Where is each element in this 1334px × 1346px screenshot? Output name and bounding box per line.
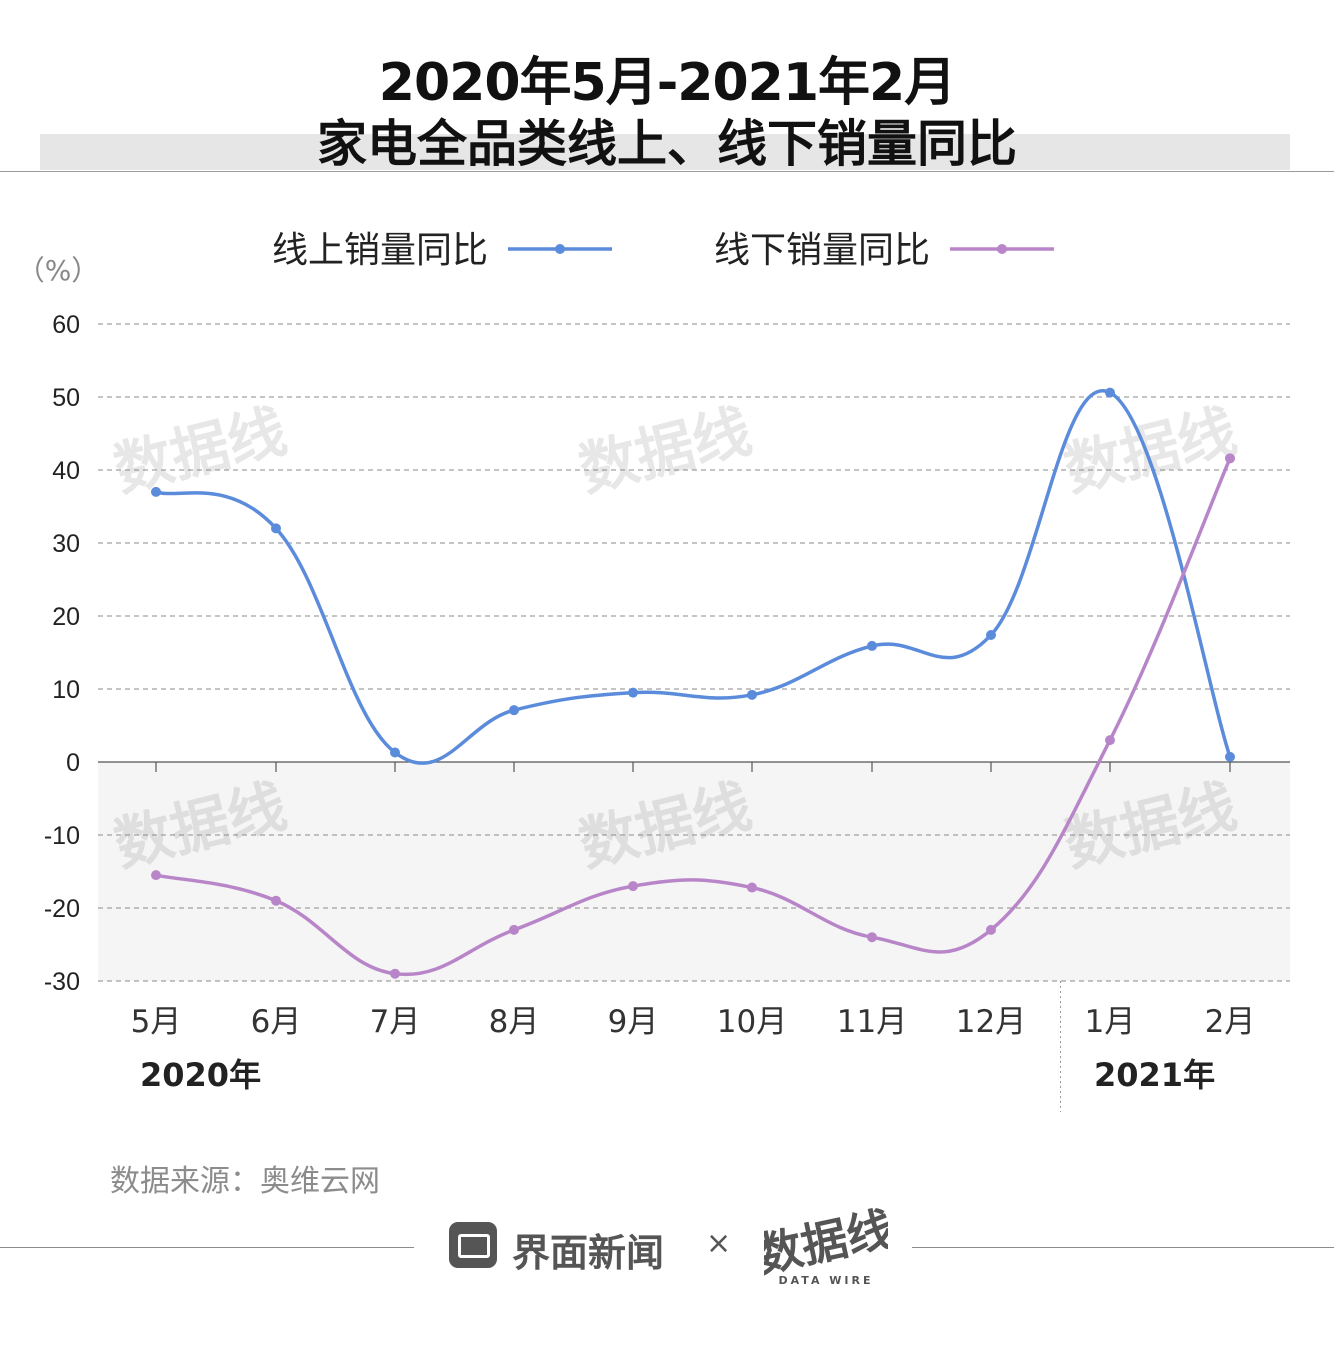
- year-labels: 2020年 2021年: [140, 1056, 1215, 1094]
- x-tick-label: 5月: [131, 1004, 182, 1040]
- legend-marker: [555, 244, 565, 254]
- data-point: [151, 870, 161, 881]
- data-point: [509, 924, 519, 935]
- x-tick-label: 8月: [489, 1004, 540, 1040]
- data-point: [628, 687, 638, 698]
- data-point: [509, 705, 519, 716]
- title-band: [40, 134, 1290, 170]
- data-point: [151, 486, 161, 497]
- data-point: [271, 523, 281, 534]
- data-point: [986, 629, 996, 640]
- x-tick-label: 12月: [956, 1004, 1026, 1040]
- series-line: [154, 389, 1232, 765]
- watermark-logo: 数据线: [108, 397, 293, 505]
- chart-title-line2: 家电全品类线上、线下销量同比: [317, 115, 1017, 173]
- svg-text:DATA WIRE: DATA WIRE: [779, 1274, 874, 1287]
- y-tick-label: 30: [52, 530, 80, 558]
- footer-rule-right: [912, 1247, 1334, 1248]
- data-point: [867, 932, 877, 943]
- y-tick-label: 50: [52, 384, 80, 412]
- x-axis-ticks: 5月 6月 7月 8月 9月 10月 11月 12月 1月 2月: [131, 762, 1256, 1040]
- y-axis-unit: （%）: [17, 254, 100, 287]
- watermark-logo: 数据线: [1058, 397, 1243, 505]
- x-tick-label: 1月: [1085, 1004, 1136, 1040]
- series-offline: [151, 453, 1235, 979]
- brand-name: 界面新闻: [512, 1231, 665, 1275]
- legend-label: 线下销量同比: [714, 230, 930, 271]
- data-point: [390, 968, 400, 979]
- title-rule: [0, 171, 1334, 172]
- series-group: [151, 387, 1235, 979]
- separator: ×: [706, 1226, 732, 1261]
- y-tick-label: -20: [44, 895, 80, 923]
- watermark-text: 数据线: [1058, 397, 1243, 505]
- x-tick-label: 6月: [251, 1004, 302, 1040]
- data-point: [1225, 751, 1235, 762]
- y-tick-label: 0: [66, 749, 80, 777]
- series-online: [151, 387, 1235, 765]
- negative-region-band: [98, 762, 1290, 981]
- data-point: [986, 924, 996, 935]
- y-tick-label: 60: [52, 311, 80, 339]
- x-tick-label: 7月: [370, 1004, 421, 1040]
- year-label: 2020年: [140, 1056, 261, 1094]
- y-axis-ticks: 60 50 40 30 20 10 0 -10 -20 -30: [44, 311, 80, 996]
- legend: 线上销量同比 线下销量同比: [272, 230, 1054, 271]
- y-tick-label: -30: [44, 968, 80, 996]
- x-tick-label: 2月: [1205, 1004, 1256, 1040]
- data-point: [747, 882, 757, 893]
- y-tick-label: 40: [52, 457, 80, 485]
- y-tick-label: 10: [52, 676, 80, 704]
- data-source: 数据来源：奥维云网: [110, 1164, 380, 1199]
- series-line: [154, 456, 1232, 977]
- legend-label: 线上销量同比: [272, 230, 488, 271]
- legend-marker: [997, 244, 1007, 254]
- chart-title-line1: 2020年5月-2021年2月: [378, 53, 956, 113]
- data-point: [271, 895, 281, 906]
- data-wire-logo: 数据线 DATA WIRE: [764, 1204, 888, 1287]
- data-point: [390, 747, 400, 758]
- x-tick-label: 9月: [608, 1004, 659, 1040]
- data-point: [628, 881, 638, 892]
- data-point: [1105, 735, 1115, 746]
- y-tick-label: 20: [52, 603, 80, 631]
- jiemian-logo-icon: [449, 1222, 497, 1268]
- footer-rule-left: [0, 1247, 414, 1248]
- data-point: [1105, 387, 1115, 398]
- x-tick-label: 10月: [717, 1004, 787, 1040]
- data-point: [747, 689, 757, 700]
- year-label: 2021年: [1094, 1056, 1215, 1094]
- data-point: [867, 640, 877, 651]
- watermark-text: 数据线: [108, 397, 293, 505]
- y-tick-label: -10: [44, 822, 80, 850]
- watermark-logo: 数据线: [573, 397, 758, 505]
- data-point: [1225, 453, 1235, 464]
- svg-text:数据线: 数据线: [764, 1204, 888, 1283]
- watermark-text: 数据线: [573, 397, 758, 505]
- x-tick-label: 11月: [837, 1004, 907, 1040]
